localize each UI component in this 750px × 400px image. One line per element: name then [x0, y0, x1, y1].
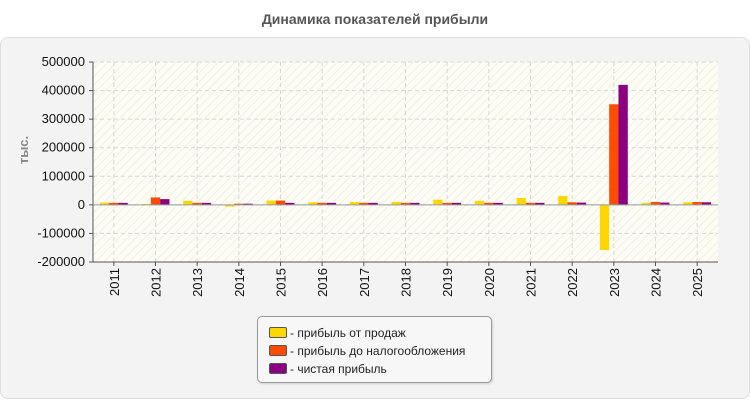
bar-2-2019	[442, 202, 452, 205]
bar-1-2025	[683, 202, 693, 205]
x-tick-label: 2012	[149, 268, 164, 297]
bar-2-2024	[650, 202, 661, 205]
bar-2-2025	[692, 202, 702, 205]
bar-1-2024	[641, 202, 651, 205]
bar-2-2013	[192, 202, 202, 205]
y-tick-label: 300000	[42, 111, 85, 126]
y-tick-label: 400000	[42, 83, 85, 98]
legend-label-sales-profit: - прибыль от продаж	[290, 325, 406, 340]
bar-1-2022	[558, 196, 568, 205]
bar-1-2015	[266, 200, 276, 205]
legend-item-pretax-profit: - прибыль до налогообложения	[269, 343, 465, 359]
bar-3-2017	[368, 202, 378, 205]
bar-2-2020	[484, 202, 494, 205]
x-tick-label: 2023	[607, 268, 622, 297]
bar-2-2021	[525, 202, 536, 205]
legend-swatch-pretax-profit	[269, 345, 287, 357]
bar-1-2016	[308, 202, 318, 205]
x-tick-label: 2021	[524, 268, 539, 297]
y-tick-label: -100000	[37, 225, 85, 240]
x-tick-label: 2024	[649, 268, 664, 297]
x-tick-label: 2022	[565, 268, 580, 297]
bar-2-2023	[609, 104, 619, 205]
bar-1-2014	[224, 204, 235, 207]
x-tick-label: 2013	[190, 268, 205, 297]
bar-2-2015	[275, 200, 286, 205]
chart-legend: - прибыль от продаж - прибыль до налогоо…	[257, 316, 492, 383]
bar-2-2018	[400, 202, 411, 205]
y-tick-label: 0	[78, 197, 85, 212]
x-tick-label: 2018	[399, 268, 414, 297]
bar-2-2022	[567, 202, 577, 205]
bar-3-2023	[618, 84, 628, 205]
bar-2-2014	[234, 203, 244, 205]
x-tick-label: 2011	[107, 268, 122, 296]
y-tick-label: 200000	[42, 140, 85, 155]
x-tick-label: 2016	[315, 268, 330, 297]
x-tick-label: 2014	[232, 268, 247, 297]
y-tick-label: -200000	[37, 254, 85, 269]
x-tick-label: 2025	[690, 268, 705, 297]
x-tick-label: 2020	[482, 268, 497, 297]
bar-3-2020	[493, 202, 503, 205]
legend-label-pretax-profit: - прибыль до налогообложения	[290, 343, 466, 358]
x-tick-label: 2019	[440, 268, 455, 297]
bar-3-2018	[410, 202, 420, 205]
bar-1-2021	[516, 198, 526, 205]
legend-item-sales-profit: - прибыль от продаж	[269, 325, 406, 341]
bar-3-2016	[326, 202, 337, 205]
bar-2-2012	[150, 197, 161, 205]
bar-1-2018	[391, 202, 401, 205]
bar-3-2013	[201, 202, 212, 205]
legend-item-net-profit: - чистая прибыль	[269, 361, 387, 377]
bar-3-2025	[701, 202, 712, 205]
bar-1-2013	[183, 200, 193, 205]
bar-3-2022	[576, 202, 587, 205]
bar-1-2019	[433, 199, 443, 205]
bar-1-2023	[599, 204, 610, 250]
x-tick-label: 2015	[274, 268, 289, 297]
y-tick-label: 100000	[42, 168, 85, 183]
bar-1-2017	[349, 202, 360, 205]
legend-swatch-net-profit	[269, 363, 287, 375]
x-tick-label: 2017	[357, 268, 372, 297]
bar-3-2012	[160, 199, 170, 205]
bar-1-2011	[99, 202, 110, 205]
legend-swatch-sales-profit	[269, 327, 287, 339]
bar-3-2015	[285, 202, 295, 205]
legend-label-net-profit: - чистая прибыль	[290, 361, 387, 376]
bar-2-2011	[109, 202, 119, 205]
bar-2-2017	[359, 202, 369, 205]
bar-2-2016	[317, 202, 327, 205]
bar-3-2024	[660, 202, 670, 205]
bar-1-2020	[474, 200, 485, 205]
bar-3-2019	[451, 202, 462, 205]
bar-3-2014	[243, 203, 253, 205]
chart-title: Динамика показателей прибыли	[261, 11, 489, 27]
bar-3-2021	[535, 202, 545, 205]
y-tick-label: 500000	[42, 54, 85, 69]
bar-3-2011	[118, 202, 128, 205]
